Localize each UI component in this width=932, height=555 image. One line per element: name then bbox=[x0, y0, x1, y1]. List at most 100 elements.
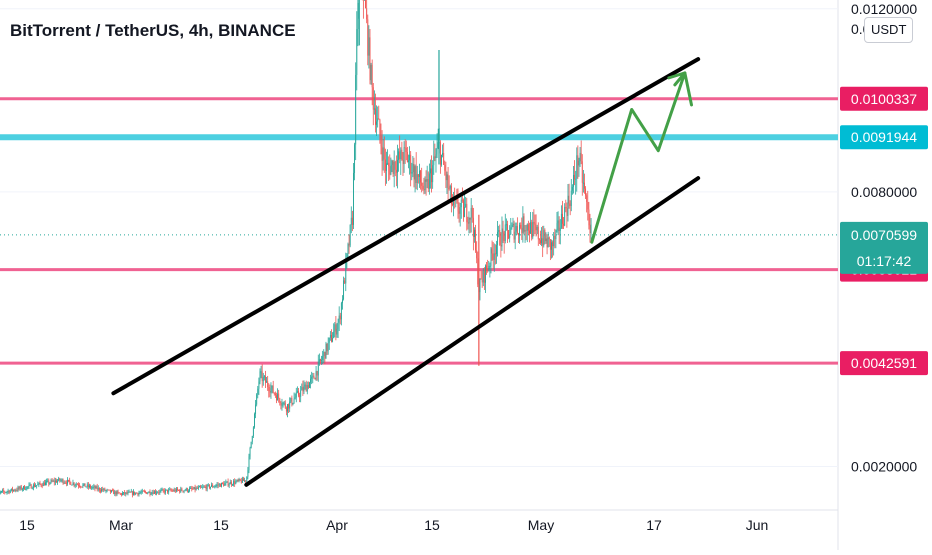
candle-body bbox=[294, 397, 296, 399]
candle-body bbox=[5, 492, 7, 494]
candle-body bbox=[368, 37, 370, 56]
candle-body bbox=[8, 490, 10, 493]
candle-body bbox=[423, 189, 425, 191]
candle-body bbox=[229, 482, 231, 485]
countdown-label: 01:17:42 bbox=[857, 253, 912, 269]
time-tick-label: May bbox=[528, 517, 554, 533]
candle-body bbox=[21, 488, 23, 490]
candle-body bbox=[479, 278, 481, 293]
candle-body bbox=[273, 392, 275, 394]
candle-body bbox=[340, 303, 342, 320]
candle-body bbox=[208, 484, 210, 488]
candle-body bbox=[116, 491, 118, 495]
candle-body bbox=[193, 487, 195, 490]
candle-body bbox=[404, 147, 406, 149]
candle-body bbox=[64, 482, 66, 484]
candle-body bbox=[52, 480, 54, 482]
candle-body bbox=[448, 187, 450, 189]
candle-body bbox=[262, 377, 264, 382]
candle-body bbox=[568, 195, 570, 204]
candle-body bbox=[372, 87, 374, 110]
candle-body bbox=[420, 170, 422, 183]
candle-body bbox=[457, 199, 459, 212]
candle-body bbox=[240, 480, 242, 483]
candle-body bbox=[17, 487, 19, 491]
candle-body bbox=[388, 162, 390, 167]
candle-body bbox=[425, 179, 427, 182]
candle-body bbox=[305, 384, 307, 392]
candle-body bbox=[523, 216, 525, 232]
candle-body bbox=[322, 356, 324, 361]
projection-path[interactable] bbox=[590, 71, 693, 244]
candle-body bbox=[466, 203, 468, 223]
candle-body bbox=[57, 480, 59, 483]
candle-body bbox=[158, 492, 160, 494]
candle-body bbox=[335, 324, 337, 335]
candle-body bbox=[463, 200, 464, 217]
candle-body bbox=[502, 228, 504, 233]
candle-body bbox=[196, 487, 198, 489]
candle-body bbox=[236, 479, 238, 482]
candle-body bbox=[468, 217, 470, 224]
price-channel[interactable] bbox=[111, 57, 701, 487]
candle-body bbox=[326, 343, 328, 352]
candle-body bbox=[171, 490, 173, 492]
candle-body bbox=[566, 208, 568, 216]
candle-body bbox=[284, 402, 286, 408]
candle-body bbox=[202, 486, 204, 488]
candle-body bbox=[256, 394, 258, 405]
candle-body bbox=[227, 481, 229, 486]
channel-upper-line[interactable] bbox=[111, 57, 701, 396]
candle-body bbox=[252, 427, 254, 437]
candle-body bbox=[579, 152, 581, 161]
candle-body bbox=[175, 488, 177, 492]
candle-body bbox=[565, 207, 567, 209]
projection-arrow[interactable] bbox=[590, 71, 693, 244]
candle-body bbox=[167, 489, 169, 493]
candle-body bbox=[504, 224, 506, 241]
candle-body bbox=[321, 360, 323, 362]
candle-body bbox=[98, 487, 100, 491]
candle-body bbox=[18, 487, 20, 489]
candle-body bbox=[214, 486, 216, 488]
time-axis[interactable]: 15 Mar 15 Apr 15 May 17 Jun bbox=[19, 517, 768, 533]
candle-body bbox=[354, 144, 356, 173]
channel-lower-line[interactable] bbox=[244, 176, 701, 487]
candle-body bbox=[36, 485, 38, 487]
candle-body bbox=[162, 489, 164, 491]
candle-body bbox=[75, 484, 77, 486]
candle-body bbox=[492, 253, 494, 260]
candle-body bbox=[2, 490, 4, 492]
candle-body bbox=[153, 491, 155, 494]
currency-button[interactable]: USDT bbox=[864, 17, 914, 43]
candle-body bbox=[164, 489, 166, 493]
candle-body bbox=[445, 170, 447, 181]
candle-body bbox=[337, 322, 339, 329]
candle-body bbox=[46, 481, 48, 483]
candle-body bbox=[230, 482, 232, 485]
candle-body bbox=[259, 371, 261, 382]
candle-body bbox=[111, 490, 112, 493]
candle-body bbox=[81, 486, 83, 488]
candle-body bbox=[306, 385, 308, 392]
candle-body bbox=[166, 489, 167, 491]
candle-body bbox=[67, 479, 68, 484]
candle-body bbox=[288, 404, 290, 409]
candle-body bbox=[460, 199, 462, 208]
candle-body bbox=[1, 491, 2, 493]
candle-body bbox=[489, 265, 491, 267]
candle-body bbox=[150, 493, 152, 495]
candle-body bbox=[571, 186, 573, 191]
candle-body bbox=[161, 489, 163, 491]
candle-body bbox=[584, 182, 585, 189]
candle-body bbox=[317, 361, 319, 376]
candle-body bbox=[331, 334, 332, 342]
candle-body bbox=[575, 178, 577, 180]
candle-body bbox=[570, 190, 572, 206]
candle-body bbox=[400, 149, 402, 160]
candle-body bbox=[531, 222, 533, 238]
candle-body bbox=[7, 490, 9, 492]
